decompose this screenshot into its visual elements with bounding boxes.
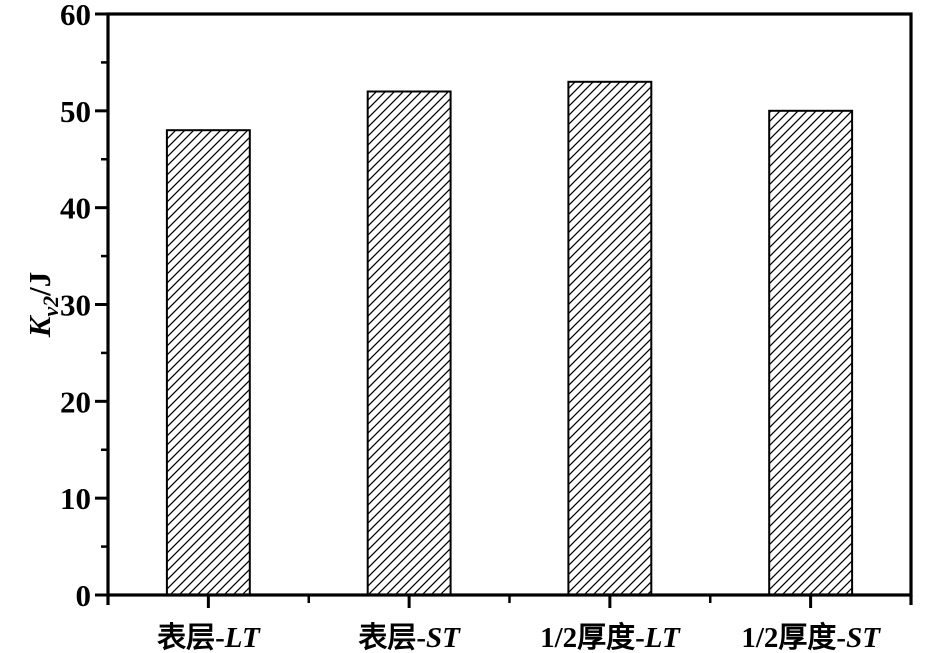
x-category-label-part: 1/2厚度-: [741, 621, 846, 653]
y-tick-label-0: 0: [76, 578, 92, 613]
x-category-label-part: LT: [224, 622, 261, 653]
x-category-label-1: 表层-ST: [358, 621, 461, 653]
bar-3: [768, 109, 854, 597]
y-tick-label-60: 60: [60, 0, 91, 32]
bar-1: [366, 90, 452, 596]
y-axis-title-part: /J: [22, 272, 57, 297]
y-axis-title: Kv2/J: [22, 272, 63, 339]
y-axis-title-part: K: [22, 314, 57, 338]
x-category-label-part: ST: [846, 622, 881, 653]
x-category-label-3: 1/2厚度-ST: [741, 621, 881, 653]
y-tick-label-10: 10: [60, 481, 91, 516]
x-category-label-part: 1/2厚度-: [540, 621, 645, 653]
x-category-label-part: 表层-: [358, 621, 426, 653]
y-tick-label-30: 30: [60, 288, 91, 323]
bar-2: [567, 80, 653, 597]
x-category-label-part: LT: [644, 622, 681, 653]
x-category-label-0: 表层-LT: [157, 621, 261, 653]
y-axis-title-part: v2: [38, 296, 63, 317]
x-category-label-2: 1/2厚度-LT: [540, 621, 681, 653]
bar-0: [165, 129, 251, 596]
y-tick-label-50: 50: [60, 94, 91, 129]
y-tick-label-20: 20: [60, 384, 91, 419]
x-category-label-part: 表层-: [157, 621, 225, 653]
x-category-label-part: ST: [426, 622, 461, 653]
y-tick-label-40: 40: [60, 191, 91, 226]
